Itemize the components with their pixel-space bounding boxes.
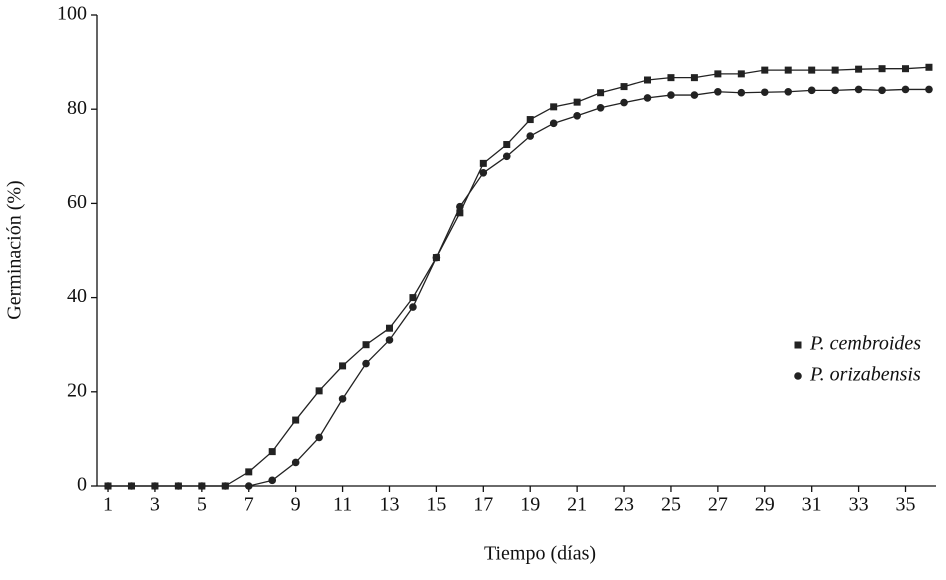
data-point (291, 458, 300, 467)
data-point (573, 98, 581, 106)
x-tick-label: 19 (520, 494, 540, 516)
data-point (760, 88, 769, 97)
data-point (667, 74, 675, 82)
data-point (479, 168, 488, 177)
data-point (549, 119, 558, 128)
data-point (714, 87, 722, 96)
data-point (151, 482, 159, 490)
y-tick-label: 0 (77, 474, 87, 496)
data-point (456, 209, 464, 217)
data-point (502, 152, 511, 161)
data-point (432, 253, 441, 262)
data-point (409, 303, 417, 311)
data-point (878, 86, 886, 95)
data-point (573, 111, 581, 120)
legend-marker (794, 372, 802, 380)
data-point (479, 159, 487, 167)
data-point (831, 66, 839, 74)
data-point (339, 362, 347, 370)
data-point (737, 88, 746, 97)
data-point (526, 116, 534, 124)
data-point (597, 89, 605, 97)
x-axis-label: Tiempo (días) (484, 543, 596, 565)
x-tick-label: 25 (661, 494, 681, 516)
x-tick-label: 31 (802, 494, 822, 516)
legend-label: P. orizabensis (809, 364, 921, 386)
data-point (596, 103, 605, 112)
data-point (901, 85, 910, 94)
data-point (221, 482, 230, 490)
data-point (315, 433, 323, 442)
x-tick-label: 23 (614, 494, 634, 516)
data-point (784, 87, 793, 96)
series-line (108, 66, 930, 487)
data-point (362, 341, 370, 349)
y-tick-label: 40 (67, 285, 87, 307)
data-point (878, 65, 886, 73)
x-tick-label: 13 (379, 494, 399, 516)
x-tick-label: 21 (567, 494, 587, 516)
data-point (620, 83, 628, 91)
x-tick-label: 1 (103, 494, 113, 516)
data-point (690, 74, 698, 82)
data-point (761, 66, 769, 74)
data-point (807, 86, 816, 95)
data-point (362, 359, 370, 368)
data-point (925, 85, 933, 94)
data-point (643, 94, 652, 102)
data-point (737, 70, 745, 78)
x-tick-label: 11 (333, 494, 352, 516)
y-tick-label: 100 (57, 3, 87, 25)
data-point (620, 98, 628, 107)
series-line (108, 88, 929, 487)
data-point (268, 476, 277, 485)
data-point (174, 482, 183, 490)
data-point (503, 141, 511, 149)
x-tick-label: 5 (197, 494, 207, 516)
data-point (831, 86, 839, 95)
data-point (409, 294, 417, 302)
data-point (808, 66, 816, 74)
data-point (526, 132, 535, 140)
x-tick-label: 3 (150, 494, 160, 516)
data-point (550, 103, 558, 111)
legend-label: P. cembroides (809, 333, 921, 355)
y-tick-label: 20 (67, 379, 87, 401)
data-point (714, 70, 722, 78)
data-point (667, 91, 675, 99)
data-point (690, 91, 699, 99)
x-tick-label: 7 (244, 494, 254, 516)
x-tick-label: 17 (473, 494, 493, 516)
x-tick-label: 9 (291, 494, 301, 516)
y-tick-label: 60 (67, 191, 87, 213)
data-point (292, 416, 300, 424)
data-point (104, 482, 112, 490)
data-point (268, 448, 276, 456)
data-point (643, 76, 651, 84)
data-point (315, 387, 323, 395)
data-point (855, 65, 863, 73)
y-axis-label: Germinación (%) (4, 180, 26, 319)
data-point (127, 482, 136, 490)
data-point (244, 482, 253, 490)
data-point (198, 482, 206, 490)
data-point (784, 66, 792, 74)
data-point (854, 85, 863, 94)
data-point (338, 395, 347, 403)
data-point (456, 202, 464, 211)
x-tick-label: 35 (896, 494, 916, 516)
x-tick-label: 27 (708, 494, 728, 516)
data-point (925, 63, 933, 71)
y-tick-label: 80 (67, 97, 87, 119)
legend-marker (794, 341, 802, 349)
x-tick-label: 29 (755, 494, 775, 516)
data-point (902, 65, 910, 73)
data-point (385, 324, 393, 332)
x-tick-label: 15 (426, 494, 446, 516)
data-point (385, 336, 394, 344)
data-point (245, 468, 253, 476)
x-tick-label: 33 (849, 494, 869, 516)
